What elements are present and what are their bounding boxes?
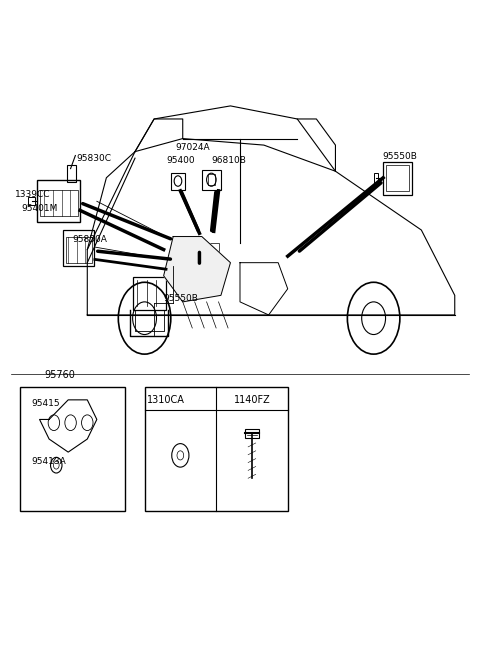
Bar — [39, 190, 78, 216]
Bar — [28, 197, 35, 205]
Bar — [37, 180, 80, 222]
Polygon shape — [164, 237, 230, 302]
Text: 95760: 95760 — [44, 370, 75, 380]
Text: 97024A: 97024A — [176, 143, 210, 152]
Text: 1310CA: 1310CA — [147, 395, 185, 405]
Bar — [206, 243, 218, 269]
Text: 95413A: 95413A — [31, 457, 66, 466]
Bar — [373, 173, 378, 183]
Bar — [202, 170, 221, 190]
Bar — [144, 387, 288, 511]
Text: 95550B: 95550B — [382, 152, 417, 161]
Text: 95400: 95400 — [166, 155, 195, 165]
Text: 95830C: 95830C — [77, 154, 112, 163]
Text: 1339CC: 1339CC — [15, 190, 50, 199]
Text: 1140FZ: 1140FZ — [234, 395, 270, 405]
Bar — [192, 243, 204, 269]
Bar — [385, 165, 409, 192]
Bar — [63, 230, 95, 266]
Text: 95415: 95415 — [31, 399, 60, 407]
Bar — [383, 162, 412, 195]
Text: 95850A: 95850A — [72, 235, 107, 243]
Bar — [66, 237, 92, 262]
Bar — [67, 165, 76, 182]
Bar — [171, 173, 185, 190]
Bar — [132, 277, 166, 310]
Bar — [207, 174, 215, 185]
Text: 96810B: 96810B — [211, 155, 246, 165]
Text: 95550B: 95550B — [164, 294, 199, 303]
Bar — [178, 243, 190, 269]
Bar — [21, 387, 125, 511]
Text: 95401M: 95401M — [22, 204, 58, 213]
Bar — [245, 428, 259, 438]
